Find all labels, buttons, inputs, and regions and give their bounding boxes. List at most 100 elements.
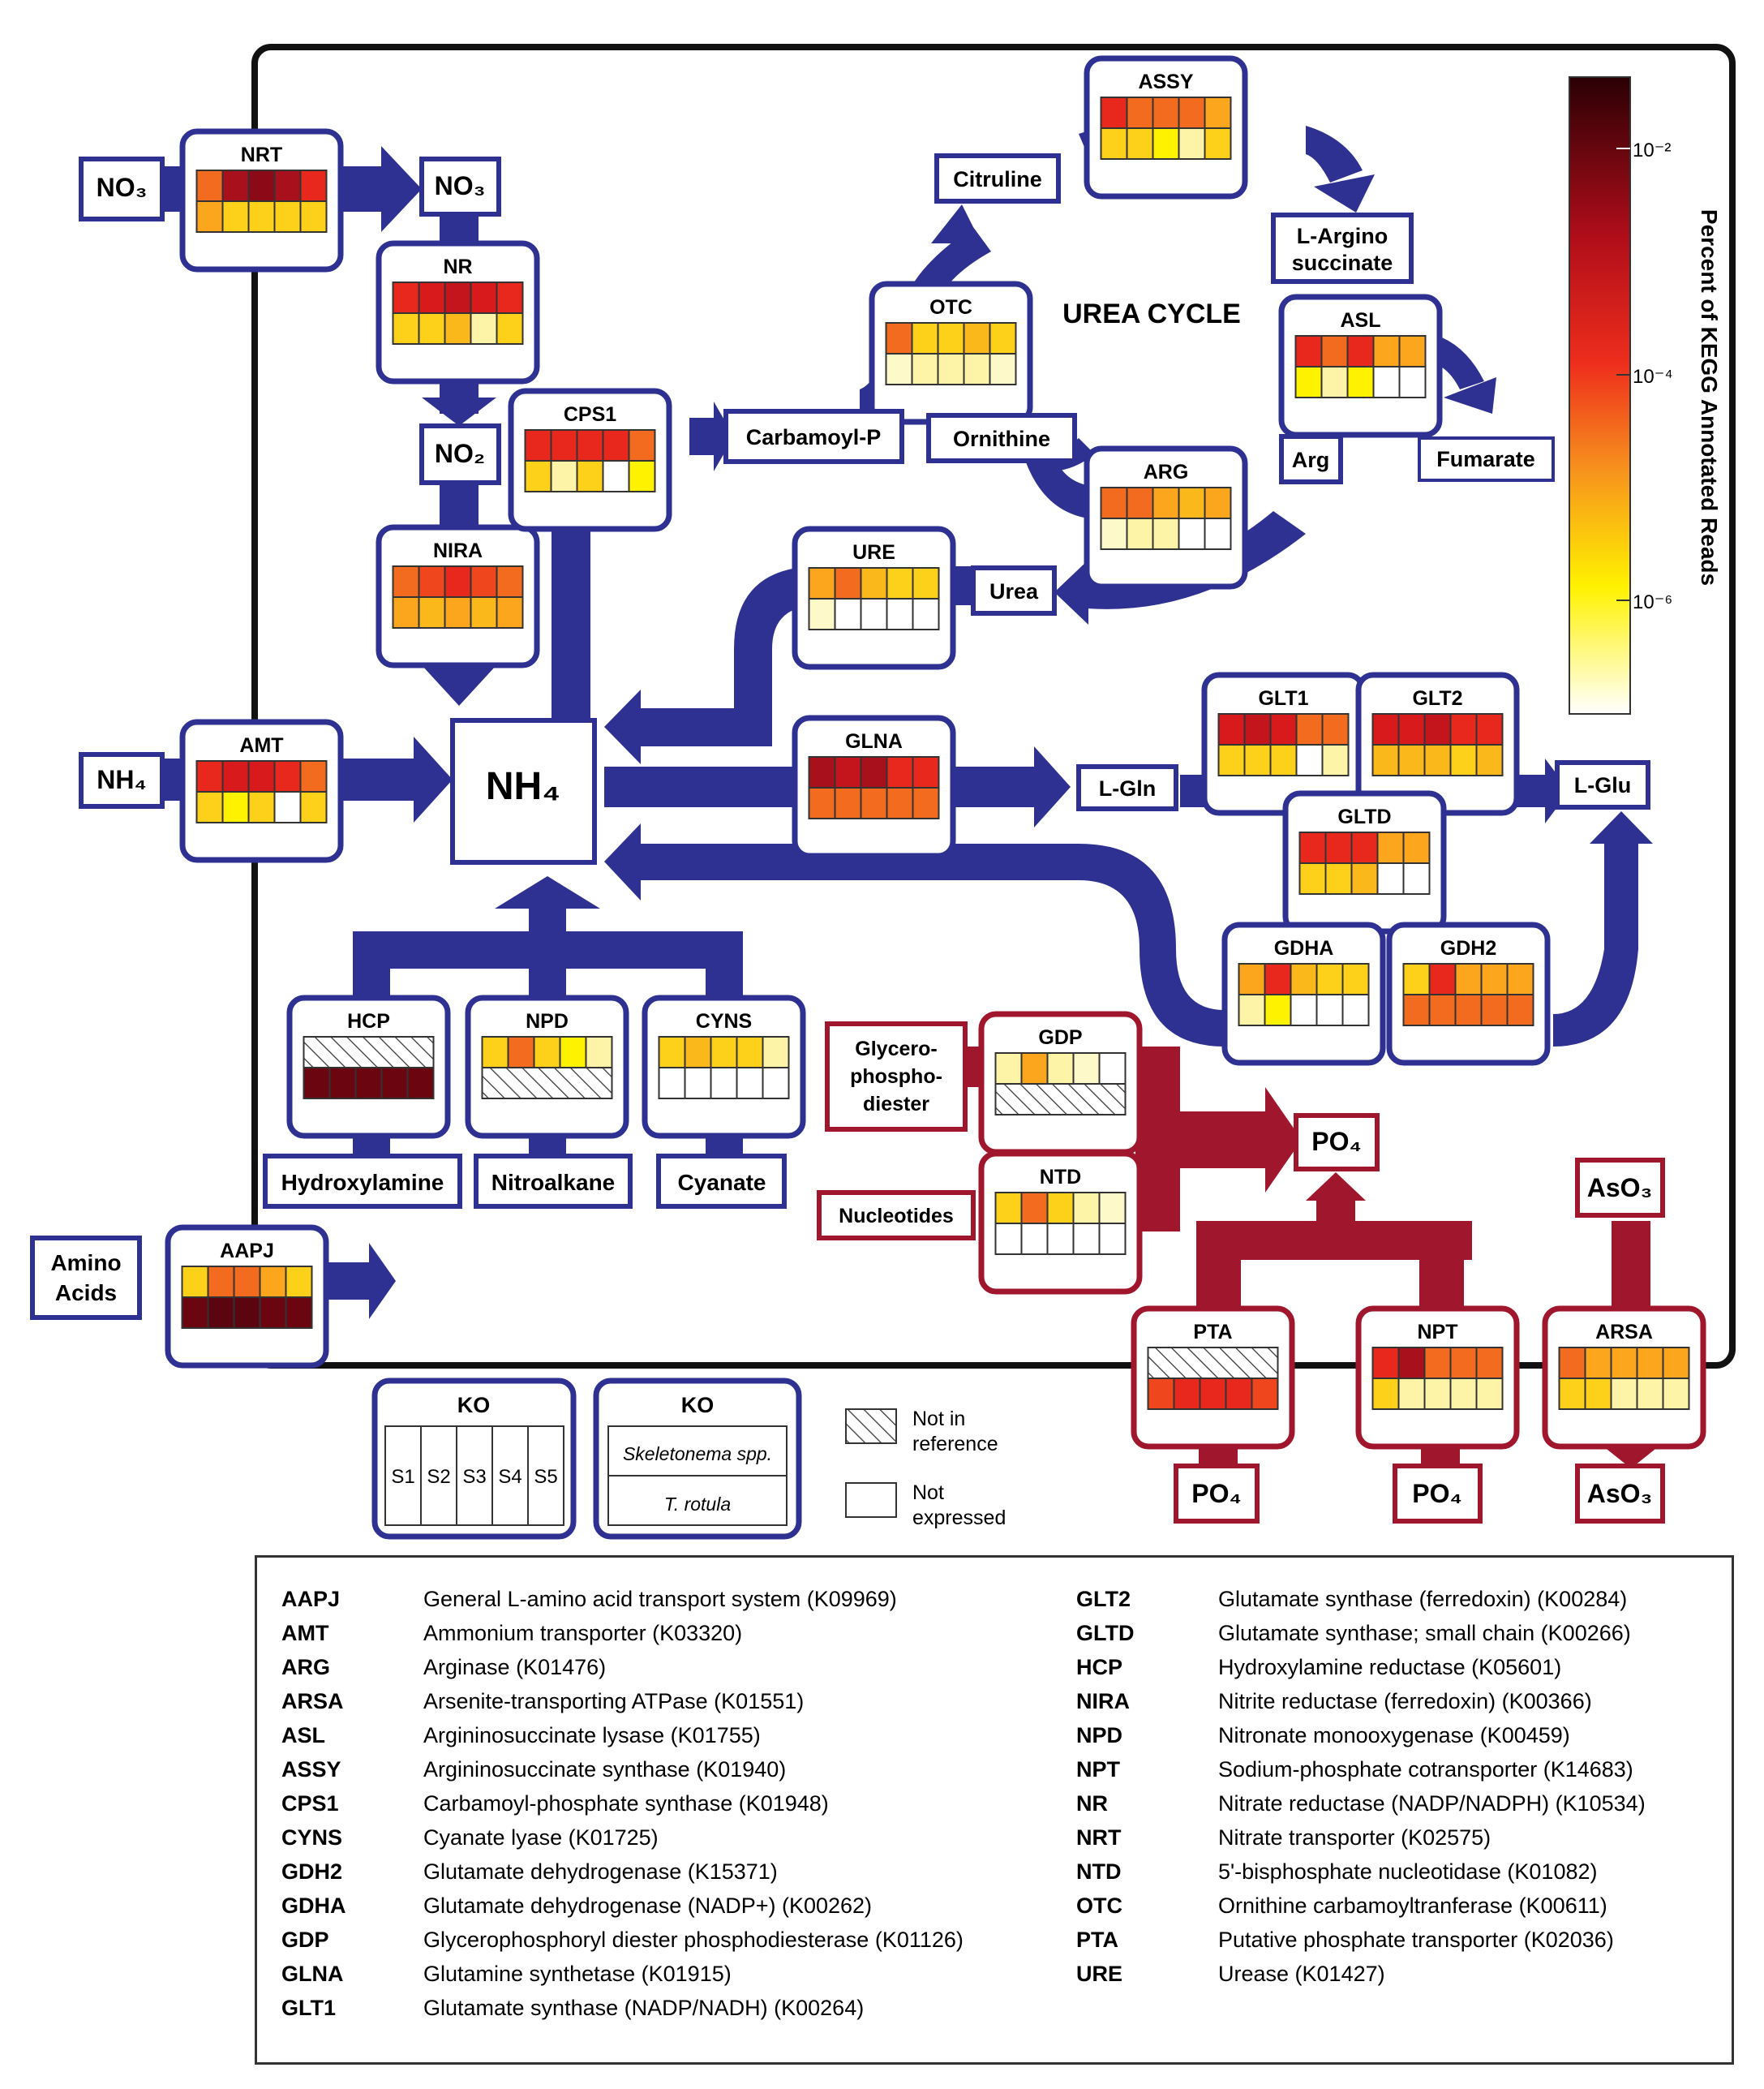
heatmap-cell	[470, 282, 498, 314]
heatmap-cell	[524, 460, 552, 492]
cyanate-label: Cyanate	[678, 1170, 766, 1195]
heatmap-cell	[285, 1296, 313, 1329]
enzyme-nira: NIRA	[376, 524, 540, 668]
heatmap-cell	[1100, 487, 1128, 519]
po4-bottom-2-box	[1393, 1464, 1483, 1524]
enzyme-cps1: CPS1	[508, 388, 672, 532]
heatmap-cell	[380, 1067, 409, 1099]
heatmap-cell	[1398, 366, 1427, 398]
heatmap-cell	[1371, 713, 1400, 746]
heatmap-cell	[444, 565, 472, 598]
no2-box	[419, 423, 501, 485]
po4-box	[1294, 1113, 1380, 1171]
enzyme-label: NIRA	[433, 539, 483, 562]
heatmap-cell	[834, 787, 862, 819]
amino-acids-label-1: Amino	[50, 1250, 121, 1275]
heatmap-cell	[496, 565, 524, 598]
heatmap-cell	[1294, 335, 1323, 368]
heatmap-cell	[406, 1067, 435, 1099]
enzyme-glt1: GLT1	[1201, 672, 1366, 816]
heatmap-cell	[1397, 1347, 1426, 1379]
enzyme-label: GDH2	[1440, 937, 1496, 960]
heatmap-cell-not-in-reference	[994, 1083, 1127, 1115]
heatmap-cell	[1449, 744, 1478, 776]
heatmap-cell	[1295, 713, 1324, 746]
enzyme-otc: OTC	[869, 281, 1033, 425]
heatmap-cell	[1475, 713, 1504, 746]
legend-abbreviation: NPD	[1076, 1722, 1123, 1747]
heatmap-cell	[710, 1067, 738, 1099]
legend-row: GLT2 Glutamate synthase (ferredoxin) (K00…	[1076, 1582, 1646, 1616]
heatmap-cell	[1126, 487, 1154, 519]
enzyme-pta: PTA	[1131, 1305, 1295, 1450]
heatmap-cell	[1100, 518, 1128, 550]
heatmap-cell	[247, 791, 276, 823]
legend-row: ASL Argininosuccinate lysase (K01755)	[281, 1718, 964, 1752]
heatmap-cell	[1217, 744, 1246, 776]
heatmap-cell	[963, 322, 991, 355]
heatmap-cell	[1204, 487, 1232, 519]
enzyme-label: GLNA	[845, 730, 903, 753]
enzyme-assy: ASSY	[1084, 55, 1248, 200]
glycerophosphodiester-box	[825, 1021, 968, 1132]
legend-row: GDH2 Glutamate dehydrogenase (K15371)	[281, 1855, 964, 1889]
heatmap-cell	[1346, 335, 1375, 368]
heatmap-cell	[1397, 1378, 1426, 1410]
legend-description: Hydroxylamine reductase (K05601)	[1218, 1654, 1562, 1679]
citruline-box	[934, 153, 1061, 204]
legend-row: PTA Putative phosphate transporter (K0203…	[1076, 1923, 1646, 1957]
enzyme-label: GLT2	[1412, 687, 1462, 710]
heatmap-cell	[1449, 713, 1478, 746]
po4-bottom-1-box	[1174, 1464, 1260, 1524]
argino-label-1: L-Argino	[1297, 224, 1388, 248]
enzyme-cyns: CYNS	[642, 995, 806, 1139]
enzyme-arg: ARG	[1084, 445, 1248, 590]
key-species-title: KO	[681, 1393, 715, 1417]
key-samples-title: KO	[457, 1393, 491, 1417]
heatmap-cell	[1152, 518, 1180, 550]
heatmap-cell	[550, 429, 578, 462]
heatmap-cell	[994, 1192, 1023, 1224]
heatmap-cell	[1178, 97, 1206, 129]
heatmap-cell	[444, 312, 472, 345]
enzyme-nr: NR	[376, 240, 540, 385]
enzyme-label: ASL	[1341, 309, 1381, 332]
legend-description: Ornithine carbamoyltranferase (K00611)	[1218, 1893, 1607, 1918]
heatmap-cell	[507, 1036, 535, 1068]
heatmap-cell	[1251, 1378, 1279, 1410]
heatmap-cell-not-in-reference	[303, 1036, 435, 1068]
heatmap-cell	[496, 282, 524, 314]
ornithine-box	[926, 413, 1077, 463]
heatmap-cell	[496, 596, 524, 629]
heatmap-cell	[736, 1067, 764, 1099]
not-in-reference-label-1: Not in	[912, 1408, 965, 1430]
legend-abbreviation: ARG	[281, 1654, 330, 1679]
heatmap-cell	[912, 787, 940, 819]
heatmap-cell	[1295, 744, 1324, 776]
heatmap-cell	[602, 460, 630, 492]
heatmap-cell	[912, 567, 940, 600]
legend-description: Urease (K01427)	[1218, 1961, 1385, 1986]
heatmap-cell	[533, 1036, 561, 1068]
hydroxylamine-box	[263, 1154, 462, 1209]
enzyme-gdha: GDHA	[1221, 922, 1386, 1066]
citruline-label: Citruline	[953, 167, 1042, 191]
legend-abbreviation: GLT1	[281, 1995, 336, 2020]
hydroxylamine-label: Hydroxylamine	[281, 1170, 444, 1195]
heatmap-cell	[273, 200, 302, 233]
heatmap-cell	[392, 282, 420, 314]
heatmap-cell	[1098, 1223, 1127, 1255]
heatmap-cell	[303, 1067, 331, 1099]
legend-abbreviation: GDHA	[281, 1893, 346, 1918]
enzyme-hcp: HCP	[286, 995, 451, 1139]
heatmap-cell	[1269, 744, 1298, 776]
aso3-out-box	[1575, 1464, 1665, 1524]
enzyme-label: ARG	[1144, 461, 1189, 484]
heatmap-cell	[1371, 744, 1400, 776]
heatmap-cell	[834, 598, 862, 630]
legend-abbreviation: ASL	[281, 1722, 325, 1747]
legend-row: NPD Nitronate monooxygenase (K00459)	[1076, 1718, 1646, 1752]
heatmap-cell	[1454, 963, 1483, 995]
heatmap-cell	[1147, 1378, 1175, 1410]
legend-description: Ammonium transporter (K03320)	[423, 1620, 743, 1645]
